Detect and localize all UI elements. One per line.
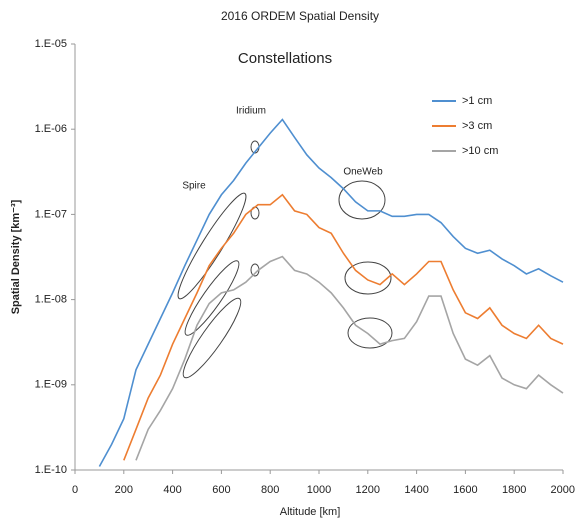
- chart-title: 2016 ORDEM Spatial Density: [221, 9, 379, 23]
- legend-label: >10 cm: [462, 145, 498, 157]
- oneweb-ellipse: [344, 261, 392, 295]
- legend-label: >3 cm: [462, 120, 492, 132]
- oneweb-ellipse: [338, 180, 386, 220]
- series-line: [123, 193, 564, 461]
- annotation: OneWeb: [343, 167, 383, 178]
- annotation: Iridium: [236, 106, 266, 117]
- y-axis-label: Spatial Density [km⁻³]: [10, 199, 22, 314]
- x-tick-label: 1600: [453, 484, 477, 496]
- annotation: Spire: [182, 181, 206, 192]
- spire-ellipse: [177, 192, 247, 300]
- x-tick-label: 0: [72, 484, 78, 496]
- x-tick-label: 1200: [356, 484, 380, 496]
- y-tick-label: 1.E-05: [35, 38, 67, 50]
- y-tick-label: 1.E-09: [35, 379, 67, 391]
- legend-label: >1 cm: [462, 95, 492, 107]
- x-tick-label: 800: [261, 484, 279, 496]
- x-tick-label: 2000: [551, 484, 575, 496]
- x-tick-label: 1000: [307, 484, 331, 496]
- annotation: Constellations: [238, 50, 332, 67]
- y-tick-label: 1.E-10: [35, 464, 67, 476]
- spire-ellipse: [184, 260, 240, 336]
- y-tick-label: 1.E-07: [35, 208, 67, 220]
- spire-ellipse: [182, 297, 242, 379]
- oneweb-ellipse: [347, 317, 393, 349]
- x-tick-label: 600: [212, 484, 230, 496]
- y-tick-label: 1.E-06: [35, 123, 67, 135]
- x-tick-label: 1400: [404, 484, 428, 496]
- y-tick-label: 1.E-08: [35, 294, 67, 306]
- x-tick-label: 1800: [502, 484, 526, 496]
- series-line: [98, 118, 564, 467]
- x-tick-label: 400: [163, 484, 181, 496]
- series-line: [135, 255, 564, 461]
- x-tick-label: 200: [115, 484, 133, 496]
- x-axis-label: Altitude [km]: [280, 506, 341, 518]
